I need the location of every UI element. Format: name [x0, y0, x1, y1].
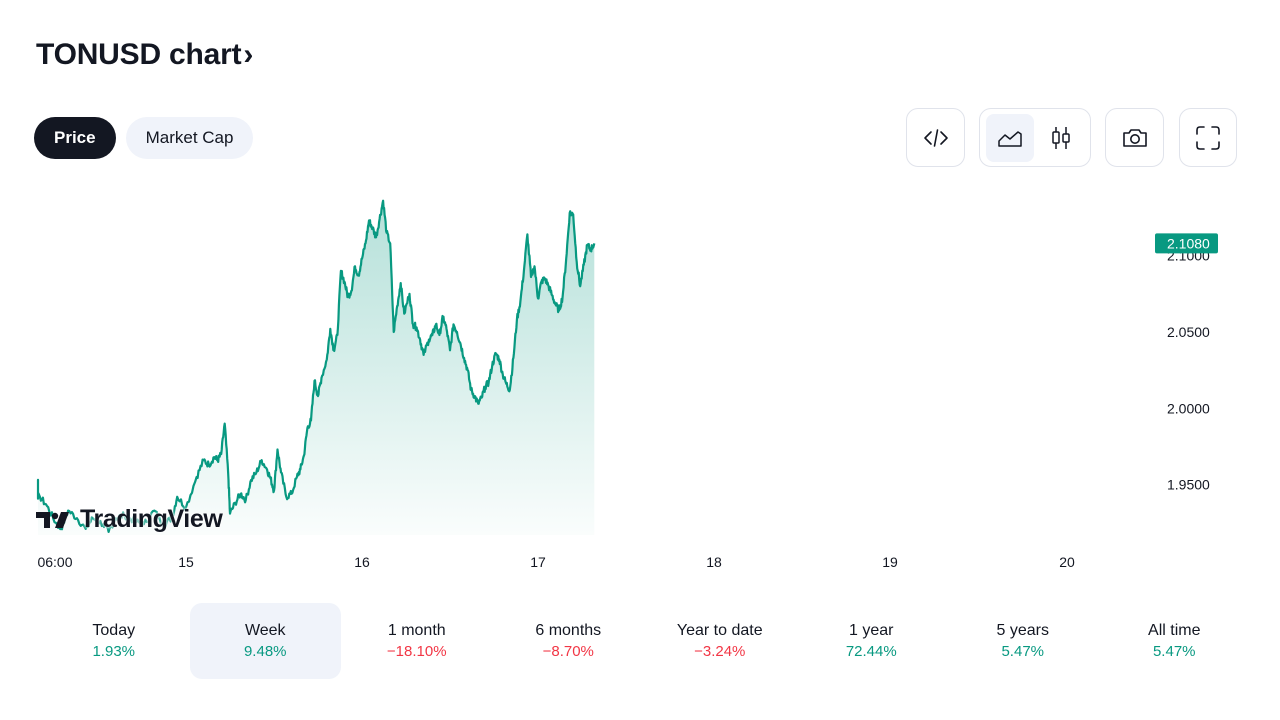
embed-button[interactable]	[912, 114, 960, 162]
range-change-value: 5.47%	[1152, 643, 1196, 660]
range-6-months[interactable]: 6 months −8.70%	[493, 603, 645, 679]
range-change-value: 5.47%	[1001, 643, 1045, 660]
last-price-badge	[1155, 233, 1218, 254]
fullscreen-button[interactable]	[1184, 114, 1232, 162]
tab-price[interactable]: Price	[34, 117, 116, 159]
camera-icon	[1122, 128, 1147, 147]
range-label: Week	[244, 622, 286, 639]
x-axis: 06:00 15 16 17 18 19 20	[37, 554, 1075, 570]
snapshot-button[interactable]	[1111, 114, 1159, 162]
x-tick-label: 06:00	[37, 554, 72, 570]
range-label: 1 year	[849, 622, 894, 639]
y-tick-label: 2.0000	[1167, 400, 1210, 416]
range-change-value: −18.10%	[386, 643, 447, 660]
fullscreen-icon	[1196, 125, 1220, 150]
range-change-value: 9.48%	[243, 643, 287, 660]
y-tick-label: 2.0500	[1167, 324, 1210, 340]
range-week[interactable]: Week 9.48%	[189, 603, 341, 679]
range-label: 5 years	[996, 622, 1049, 639]
area-style-button[interactable]	[985, 113, 1034, 162]
price-area-fill	[38, 200, 595, 535]
performance-ranges: Today 1.93% Week 9.48% 1 month −18.10% 6 month…	[38, 603, 1250, 679]
y-tick-label: 1.9500	[1167, 477, 1210, 493]
candlestick-icon	[1051, 126, 1070, 149]
embed-tool	[906, 108, 965, 167]
fullscreen-tool	[1179, 108, 1237, 167]
range-label: All time	[1148, 622, 1201, 639]
range-label: Today	[92, 622, 136, 639]
range-5-years[interactable]: 5 years 5.47%	[947, 603, 1099, 679]
page-title: TONUSD chart	[36, 38, 242, 71]
snapshot-tool	[1105, 108, 1164, 167]
x-tick-label: 18	[706, 554, 722, 570]
range-label: 1 month	[387, 622, 446, 639]
code-icon	[923, 128, 948, 147]
range-change-value: 1.93%	[92, 643, 136, 660]
range-1-month[interactable]: 1 month −18.10%	[341, 603, 493, 679]
range-label: 6 months	[535, 622, 602, 639]
range-change-value: 72.44%	[845, 643, 897, 660]
x-tick-label: 17	[530, 554, 546, 570]
x-tick-label: 15	[178, 554, 194, 570]
x-tick-label: 16	[354, 554, 370, 570]
range-change-value: −3.24%	[694, 643, 746, 660]
range-label: Year to date	[676, 622, 763, 639]
chevron-right-icon: ›	[243, 38, 254, 71]
last-price-marker: 2.1080	[1155, 233, 1218, 254]
area-chart-icon	[997, 130, 1022, 147]
last-price-label: 2.1080	[1167, 235, 1210, 251]
range-all-time[interactable]: All time 5.47%	[1099, 603, 1251, 679]
range-today[interactable]: Today 1.93%	[38, 603, 190, 679]
tab-market-cap[interactable]: Market Cap	[125, 117, 254, 159]
x-tick-label: 19	[882, 554, 898, 570]
candle-style-button[interactable]	[1037, 114, 1085, 162]
range-1-year[interactable]: 1 year 72.44%	[796, 603, 948, 679]
price-line	[36, 199, 596, 533]
range-change-value: −8.70%	[542, 643, 594, 660]
chart-title-link[interactable]: TONUSD chart ›	[36, 38, 253, 72]
range-year-to-date[interactable]: Year to date −3.24%	[644, 603, 796, 679]
chart-mode-tabs: Price Market Cap	[34, 117, 254, 159]
x-tick-label: 20	[1059, 554, 1075, 570]
chart-style-toggle	[979, 108, 1091, 167]
